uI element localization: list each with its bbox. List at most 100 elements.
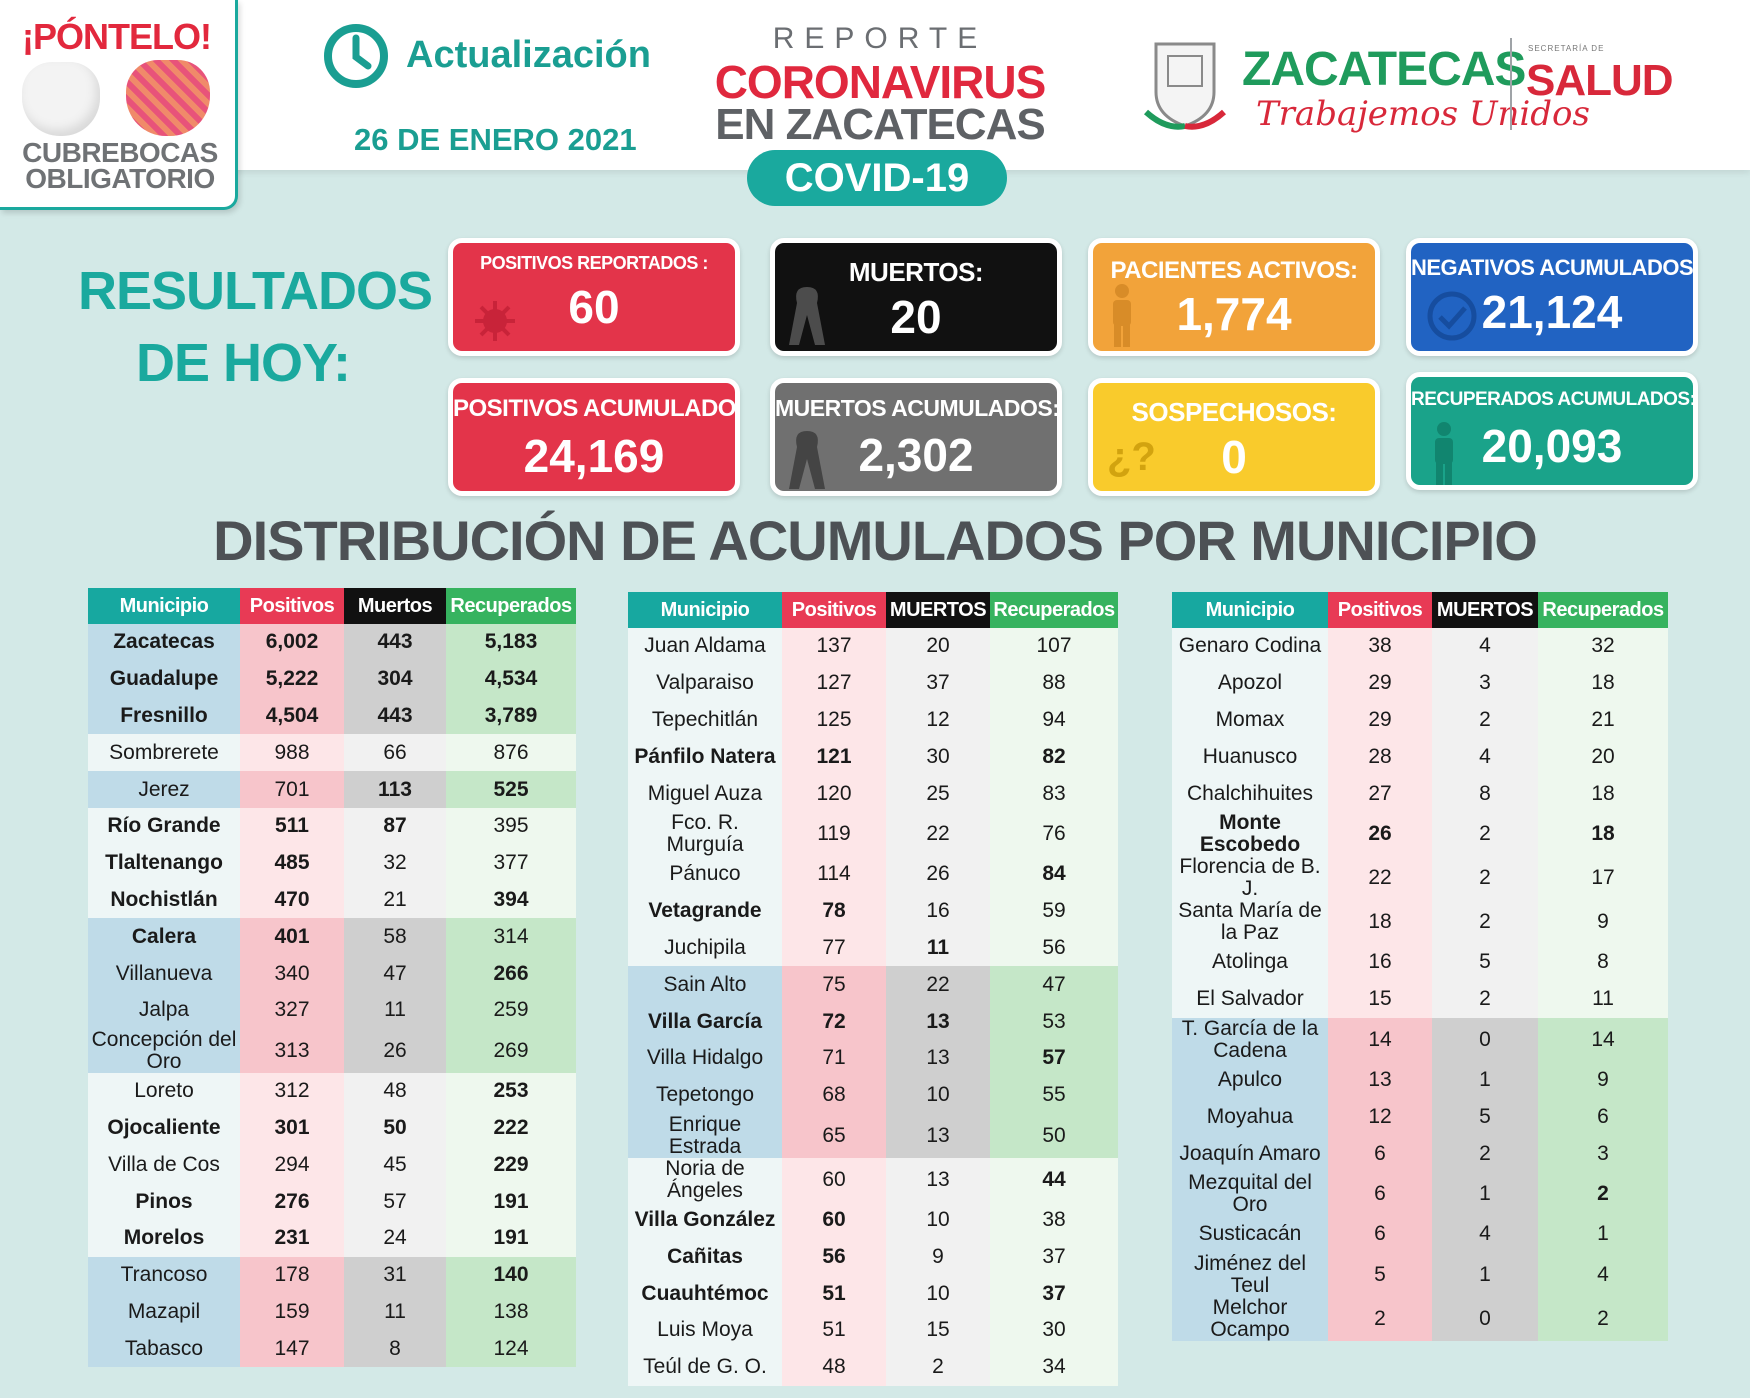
cell-muertos: 25 [886, 775, 990, 812]
cell-recuperados: 8 [1538, 943, 1668, 981]
cell-muertos: 45 [344, 1146, 446, 1184]
table-row: Tepetongo 68 10 55 [628, 1076, 1118, 1114]
table-row: Villanueva 340 47 266 [88, 955, 576, 992]
cell-municipio: Trancoso [88, 1256, 240, 1294]
cell-positivos: 327 [240, 991, 344, 1029]
cell-recuperados: 107 [990, 628, 1118, 665]
table-row: Villa González 60 10 38 [628, 1201, 1118, 1239]
table-row: Jerez 701 113 525 [88, 771, 576, 808]
cell-positivos: 38 [1328, 628, 1432, 665]
cell-recuperados: 18 [1538, 811, 1668, 856]
cell-recuperados: 124 [446, 1330, 576, 1368]
municipality-table-1: Municipio Positivos Muertos Recuperados … [88, 588, 576, 1368]
cell-municipio: Enrique Estrada [628, 1113, 782, 1158]
cell-municipio: Genaro Codina [1172, 628, 1328, 665]
cell-municipio: Loreto [88, 1072, 240, 1110]
cell-muertos: 57 [344, 1183, 446, 1220]
government-name: ZACATECAS [1242, 43, 1526, 96]
header-recuperados: Recuperados [990, 592, 1118, 628]
cell-muertos: 4 [1432, 738, 1538, 776]
cell-positivos: 470 [240, 881, 344, 919]
cell-municipio: Pánfilo Natera [628, 738, 782, 776]
cell-recuperados: 4 [1538, 1252, 1668, 1297]
table-row: Joaquín Amaro 6 2 3 [1172, 1135, 1668, 1172]
cell-recuperados: 138 [446, 1293, 576, 1331]
cell-municipio: Mazapil [88, 1293, 240, 1331]
card-value: 2,302 [858, 429, 974, 481]
table-row: Concepción del Oro 313 26 269 [88, 1028, 576, 1073]
table-row: Miguel Auza 120 25 83 [628, 775, 1118, 812]
report-title-block: REPORTE CORONAVIRUS EN ZACATECAS COVID-1… [700, 22, 1060, 212]
cell-muertos: 66 [344, 734, 446, 772]
cell-municipio: Valparaiso [628, 664, 782, 702]
card-pacientes-activos: PACIENTES ACTIVOS: 1,774 [1088, 238, 1380, 356]
card-value: 20,093 [1481, 420, 1623, 472]
cell-municipio: Pánuco [628, 855, 782, 893]
cell-municipio: Atolinga [1172, 943, 1328, 981]
cell-recuperados: 525 [446, 771, 576, 808]
cell-recuperados: 14 [1538, 1017, 1668, 1062]
card-label: NEGATIVOS ACUMULADOS: [1411, 255, 1698, 280]
cell-positivos: 121 [782, 738, 886, 776]
cell-muertos: 1 [1432, 1061, 1538, 1099]
cell-recuperados: 20 [1538, 738, 1668, 776]
card-value: 0 [1221, 431, 1247, 483]
cell-municipio: Florencia de B. J. [1172, 855, 1328, 900]
table-row: Fresnillo 4,504 443 3,789 [88, 697, 576, 735]
patterned-mask-icon [126, 60, 210, 136]
table-row: Pinos 276 57 191 [88, 1183, 576, 1220]
person-icon [1435, 422, 1453, 485]
card-label: POSITIVOS REPORTADOS : [480, 253, 708, 273]
table-row: Villa Hidalgo 71 13 57 [628, 1039, 1118, 1077]
cell-municipio: Zacatecas [88, 624, 240, 661]
cell-municipio: Momax [1172, 701, 1328, 739]
table-row: Río Grande 511 87 395 [88, 807, 576, 845]
municipality-table-3: Municipio Positivos MUERTOS Recuperados … [1172, 592, 1668, 1341]
report-kicker: REPORTE [772, 22, 988, 55]
cell-muertos: 4 [1432, 628, 1538, 665]
header-positivos: Positivos [240, 588, 344, 624]
header-positivos: Positivos [782, 592, 886, 628]
cell-muertos: 11 [344, 991, 446, 1029]
cell-muertos: 20 [886, 628, 990, 665]
cell-municipio: Sombrerete [88, 734, 240, 772]
cell-municipio: Pinos [88, 1183, 240, 1220]
cell-municipio: Melchor Ocampo [1172, 1296, 1328, 1341]
cell-muertos: 37 [886, 664, 990, 702]
badge-line2: OBLIGATORIO [25, 163, 215, 194]
cell-positivos: 401 [240, 918, 344, 956]
cell-positivos: 6,002 [240, 624, 344, 661]
table-row: Morelos 231 24 191 [88, 1219, 576, 1257]
cell-muertos: 26 [886, 855, 990, 893]
cell-recuperados: 253 [446, 1072, 576, 1110]
cell-muertos: 8 [1432, 775, 1538, 812]
cell-recuperados: 55 [990, 1076, 1118, 1114]
header-municipio: Municipio [628, 592, 782, 628]
cell-muertos: 8 [344, 1330, 446, 1368]
cell-muertos: 15 [886, 1311, 990, 1349]
government-slogan: Trabajemos Unidos [1256, 94, 1590, 134]
cell-positivos: 75 [782, 966, 886, 1004]
cell-muertos: 113 [344, 771, 446, 808]
header-bar [0, 0, 1750, 170]
cell-muertos: 9 [886, 1238, 990, 1276]
cell-muertos: 47 [344, 955, 446, 992]
cell-positivos: 29 [1328, 664, 1432, 702]
table-row: Juchipila 77 11 56 [628, 929, 1118, 967]
municipality-table-2: Municipio Positivos MUERTOS Recuperados … [628, 592, 1118, 1386]
card-label: MUERTOS ACUMULADOS: [775, 395, 1060, 421]
header-recuperados: Recuperados [1538, 592, 1668, 628]
cell-municipio: T. García de la Cadena [1172, 1017, 1328, 1062]
cell-positivos: 312 [240, 1072, 344, 1110]
cell-recuperados: 140 [446, 1256, 576, 1294]
cell-positivos: 511 [240, 807, 344, 845]
table-row: Genaro Codina 38 4 32 [1172, 628, 1668, 665]
government-logo-block: ZACATECAS Trabajemos Unidos SECRETARÍA D… [1130, 30, 1674, 140]
table-row: Pánfilo Natera 121 30 82 [628, 738, 1118, 776]
table-row: Mezquital del Oro 6 1 2 [1172, 1171, 1668, 1216]
update-title: Actualización [406, 34, 651, 76]
cell-muertos: 21 [344, 881, 446, 919]
cell-recuperados: 394 [446, 881, 576, 919]
logo-divider [1510, 38, 1512, 130]
cell-recuperados: 191 [446, 1219, 576, 1257]
